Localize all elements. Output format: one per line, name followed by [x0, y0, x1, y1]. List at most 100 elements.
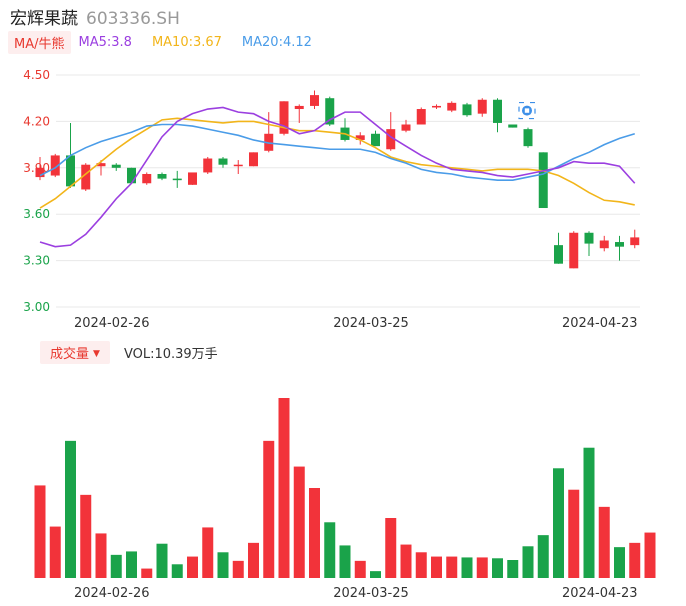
- volume-bar: [126, 551, 137, 578]
- candle: [157, 172, 167, 181]
- candle: [386, 112, 396, 151]
- candle: [142, 172, 152, 185]
- volume-bar: [492, 558, 503, 578]
- candle: [218, 156, 228, 168]
- ma5-label: MA5:3.8: [78, 34, 132, 50]
- candle: [264, 112, 274, 153]
- volume-bar: [522, 546, 534, 578]
- volume-bar: [446, 556, 458, 578]
- x-tick-label: 2024-03-25: [333, 316, 409, 331]
- volume-bar: [156, 543, 168, 578]
- candle: [584, 231, 594, 256]
- y-tick-label: 3.60: [23, 207, 50, 221]
- volume-bar: [339, 545, 351, 578]
- volume-bar: [141, 568, 153, 578]
- ma10-label: MA10:3.67: [151, 34, 222, 50]
- ma20-line: [39, 123, 635, 181]
- volume-bar: [583, 447, 595, 578]
- ma-legend: MA/牛熊 MA5:3.8 MA10:3.67 MA20:4.12: [8, 30, 332, 54]
- candle: [35, 156, 45, 181]
- y-tick-label: 4.20: [23, 114, 50, 128]
- volume-bar: [309, 488, 320, 578]
- caret-down-icon: ▼: [93, 348, 100, 359]
- volume-bar: [568, 489, 580, 578]
- volume-bar: [644, 532, 656, 578]
- candle: [401, 119, 411, 133]
- event-marker-icon[interactable]: [518, 101, 536, 120]
- candle: [111, 163, 121, 171]
- candle: [355, 132, 365, 145]
- volume-bar: [263, 440, 275, 578]
- y-tick-label: 4.50: [23, 68, 50, 82]
- volume-bar: [354, 560, 366, 578]
- candle: [508, 124, 518, 128]
- candle: [447, 101, 457, 113]
- y-tick-label: 3.30: [23, 254, 50, 268]
- candle: [523, 127, 533, 148]
- ma20-label: MA20:4.12: [241, 34, 312, 50]
- volume-bar: [537, 535, 549, 578]
- volume-bar: [248, 542, 259, 578]
- volume-x-tick-label: 2024-03-25: [333, 586, 409, 601]
- volume-legend: 成交量 ▼ VOL:10.39万手: [40, 340, 218, 364]
- y-tick-label: 3.00: [23, 300, 50, 314]
- candle: [432, 104, 441, 110]
- volume-bar: [202, 527, 214, 578]
- candle: [203, 156, 213, 174]
- x-tick-label: 2024-02-26: [74, 316, 150, 331]
- volume-bar: [34, 485, 46, 578]
- candle: [554, 232, 563, 264]
- candle: [233, 160, 243, 174]
- volume-bar: [553, 468, 564, 578]
- volume-bar: [110, 554, 122, 578]
- volume-bar: [171, 564, 183, 578]
- volume-bar: [232, 560, 244, 578]
- candle: [371, 130, 380, 147]
- candle: [249, 152, 258, 167]
- ma-toggle-button[interactable]: MA/牛熊: [8, 30, 71, 54]
- volume-bar: [461, 557, 473, 578]
- volume-bar: [431, 556, 442, 578]
- volume-bar: [324, 522, 336, 578]
- candle: [325, 96, 335, 127]
- price-chart: 4.504.203.903.603.303.002024-02-262024-0…: [23, 68, 640, 331]
- volume-bar: [278, 398, 290, 578]
- volume-bar: [80, 494, 92, 578]
- volume-toggle-label: 成交量: [50, 346, 90, 362]
- volume-bar: [187, 556, 198, 578]
- candle: [416, 107, 426, 125]
- volume-bar: [629, 542, 641, 578]
- volume-x-tick-label: 2024-02-26: [74, 586, 150, 601]
- candle: [615, 235, 624, 261]
- x-tick-label: 2024-04-23: [562, 316, 638, 331]
- volume-bar: [507, 560, 519, 578]
- candle: [172, 170, 182, 188]
- volume-bar: [95, 533, 107, 578]
- candle: [462, 102, 472, 117]
- volume-bar: [370, 571, 381, 578]
- candle: [294, 104, 304, 123]
- volume-bar: [598, 506, 610, 578]
- stock-title: 宏辉果蔬 603336.SH: [10, 4, 180, 29]
- candle: [279, 101, 289, 136]
- volume-bar: [65, 440, 76, 578]
- volume-bar: [293, 466, 305, 578]
- volume-toggle-button[interactable]: 成交量 ▼: [40, 340, 110, 364]
- volume-x-tick-label: 2024-04-23: [562, 586, 638, 601]
- volume-bar: [400, 544, 412, 578]
- volume-bar: [476, 557, 488, 578]
- volume-bar: [614, 547, 625, 578]
- candle: [477, 98, 487, 117]
- ma5-line: [39, 106, 636, 248]
- stock-name: 宏辉果蔬: [10, 9, 78, 29]
- candle: [188, 172, 197, 185]
- candle: [569, 231, 579, 269]
- candle: [538, 152, 548, 209]
- volume-bar: [415, 552, 427, 578]
- candle: [50, 153, 60, 178]
- candle: [127, 167, 136, 184]
- stock-code: 603336.SH: [86, 9, 180, 29]
- volume-value: VOL:10.39万手: [123, 346, 218, 362]
- volume-bar: [49, 526, 61, 578]
- candle: [493, 98, 502, 133]
